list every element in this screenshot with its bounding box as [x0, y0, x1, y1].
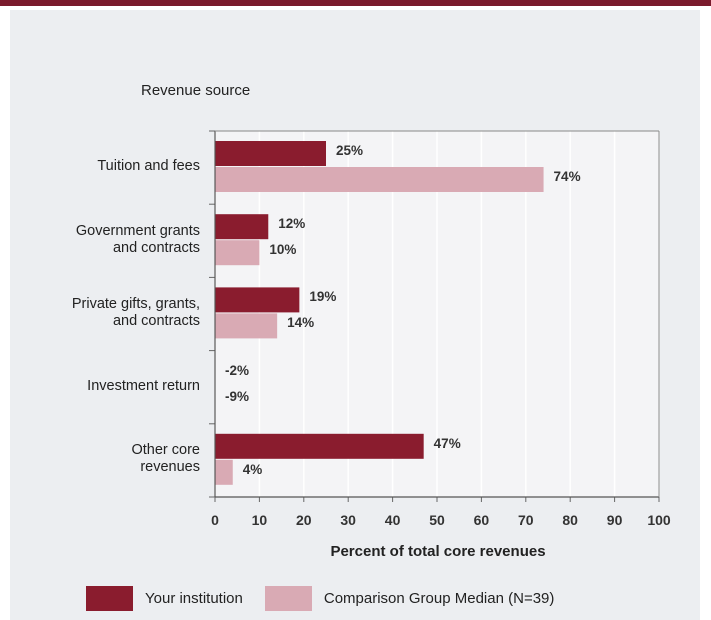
category-label: Investment return	[87, 377, 200, 394]
x-tick-label: 30	[340, 512, 356, 528]
x-tick-label: 70	[518, 512, 534, 528]
y-axis-title: Revenue source	[141, 82, 251, 99]
x-tick-label: 0	[211, 512, 219, 528]
bar-comparison-group	[215, 167, 544, 192]
category-label: Tuition and fees	[97, 158, 200, 175]
legend-label-comparison-group: Comparison Group Median (N=39)	[323, 589, 555, 607]
category-label: Other core revenues	[131, 442, 201, 476]
legend-swatch-comparison-group	[264, 585, 312, 611]
value-label-comparison-group: 14%	[287, 315, 315, 331]
bar-your-institution	[215, 287, 300, 313]
x-tick-label: 100	[647, 512, 671, 528]
header-bar	[0, 0, 711, 6]
value-label-your-institution: 47%	[433, 435, 461, 451]
legend-label-your-institution: Your institution	[145, 589, 243, 607]
x-axis-title: Percent of total core revenues	[330, 543, 546, 560]
bar-comparison-group	[215, 313, 278, 339]
x-tick-label: 10	[251, 512, 268, 528]
category-label: Private gifts, grants, and contracts	[71, 296, 200, 329]
legend-item-your-institution: Your institution	[86, 585, 243, 611]
x-tick-label: 80	[562, 512, 578, 528]
bar-your-institution	[215, 141, 326, 166]
x-tick-label: 40	[384, 512, 401, 528]
value-label-comparison-group: 4%	[242, 461, 263, 477]
x-tick-label: 20	[296, 512, 312, 528]
value-label-comparison-group: -9%	[225, 388, 250, 404]
value-label-comparison-group: 74%	[553, 169, 581, 184]
bar-your-institution	[215, 214, 269, 240]
legend: Your institution Comparison Group Median…	[86, 585, 576, 611]
bar-comparison-group	[215, 240, 260, 266]
value-label-your-institution: 12%	[278, 216, 306, 232]
legend-item-comparison-group: Comparison Group Median (N=39)	[264, 585, 555, 611]
value-label-your-institution: -2%	[225, 362, 250, 378]
x-tick-label: 50	[429, 512, 445, 528]
bar-your-institution	[215, 433, 424, 459]
value-label-comparison-group: 10%	[269, 242, 297, 258]
value-label-your-institution: 19%	[309, 289, 337, 305]
legend-swatch-your-institution	[86, 585, 133, 611]
category-label: Government grants and contracts	[75, 222, 200, 256]
bar-comparison-group	[215, 459, 233, 485]
x-tick-label: 90	[606, 512, 623, 528]
value-label-your-institution: 25%	[336, 143, 364, 158]
x-tick-label: 60	[473, 512, 490, 528]
